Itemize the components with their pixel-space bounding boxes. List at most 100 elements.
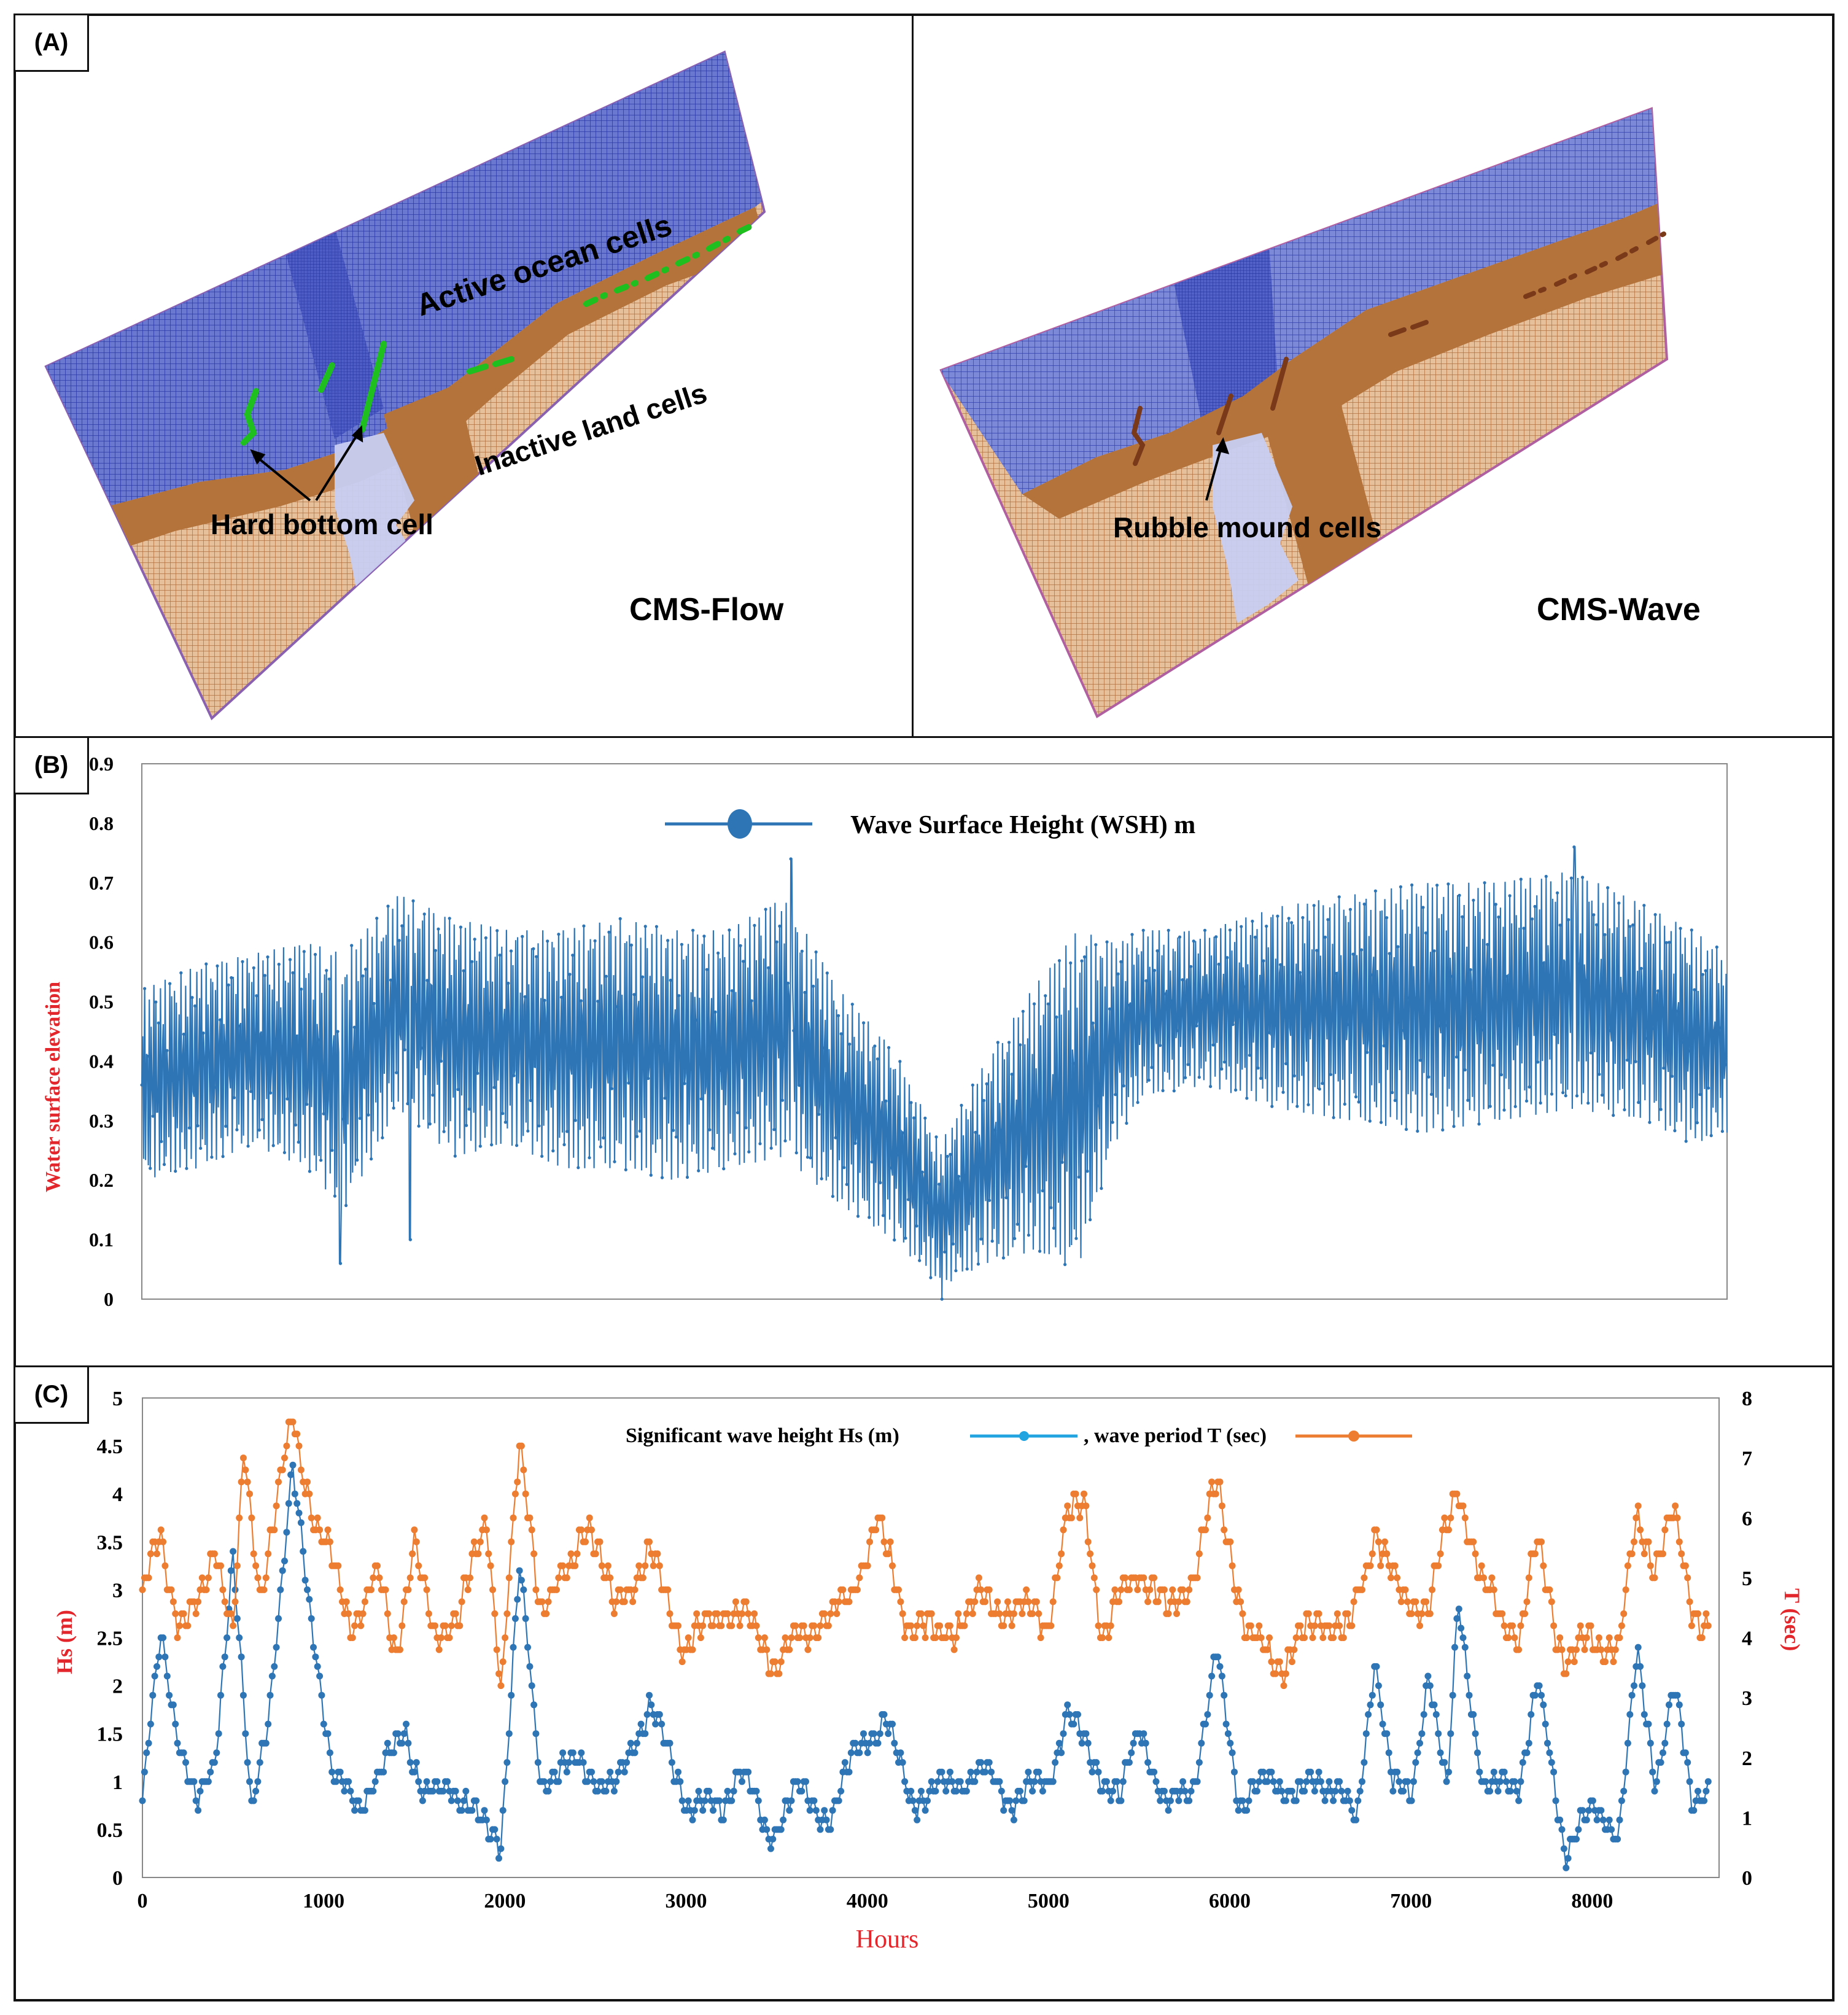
wsh-point [1486,942,1489,946]
wsh-point [199,1146,203,1150]
wsh-point [758,1142,762,1146]
wsh-point [610,1087,614,1090]
wsh-point [739,944,742,947]
t-y-tick: 5 [1742,1567,1752,1590]
wsh-point [915,1224,918,1228]
wsh-point [825,971,829,975]
wsh-point [1074,1237,1078,1240]
wsh-point [190,996,194,1000]
wsh-point [168,982,172,985]
wsh-point [699,1097,703,1101]
wsh-point [1581,875,1585,879]
wsh-point [895,1153,899,1157]
wsh-point [143,987,147,990]
wsh-point [898,1060,902,1063]
wsh-point [422,912,426,916]
wsh-point [1656,989,1660,993]
wsh-point [1147,1078,1151,1082]
wsh-point [255,994,258,998]
wsh-point [588,1156,591,1160]
wsh-point [381,1136,384,1140]
wsh-point [433,949,438,952]
wsh-point [1435,883,1439,887]
wsh-point [1097,1104,1100,1108]
wsh-point [408,1238,413,1241]
wsh-point [484,936,488,940]
wsh-point [518,1045,521,1049]
wsh-point [1144,979,1148,983]
wsh-point [492,1085,496,1089]
wsh-point [149,1167,152,1170]
wsh-point [1295,1105,1299,1108]
wsh-point [1192,939,1195,943]
wsh-point [934,1135,938,1139]
wsh-point [1167,928,1170,932]
wsh-point [1673,1129,1677,1133]
wsh-point [957,1174,961,1178]
wsh-point [302,950,306,953]
wsh-point [1589,1051,1593,1055]
wsh-point [1670,1074,1674,1078]
wsh-point [350,944,354,947]
wsh-point [1181,978,1184,982]
wsh-point [1332,1116,1335,1119]
wsh-point [344,1203,348,1208]
wsh-point [1049,1206,1053,1209]
wsh-point [212,1085,217,1089]
wsh-point [577,1166,580,1170]
panel-b-label: (B) [15,738,89,794]
wsh-point [1015,1222,1019,1226]
wsh-point [1592,913,1596,917]
wsh-y-tick: 0.8 [89,812,114,834]
wsh-point [853,1141,857,1145]
wsh-point [219,1018,222,1022]
wsh-point [649,1173,653,1177]
wsh-point [1094,943,1098,947]
wsh-point [1089,1218,1092,1222]
wsh-point [171,1079,174,1082]
wsh-point [1637,1101,1640,1105]
t-y-tick: 3 [1742,1687,1752,1710]
wsh-point [1466,1098,1470,1102]
wsh-point [1189,965,1193,968]
wsh-point [157,1021,160,1025]
wsh-point [498,953,502,957]
panel-a-label: (A) [15,15,89,72]
wsh-point [750,999,753,1003]
wsh-point [1130,933,1134,936]
wsh-point [688,1068,692,1071]
wsh-point [873,1044,877,1048]
wsh-point [1044,994,1047,998]
wsh-point [478,1144,482,1148]
wsh-line [141,846,1728,1300]
wsh-point [1609,1029,1612,1033]
t-y-axis-label: T (sec) [1780,1588,1804,1651]
wsh-point [300,987,303,991]
wsh-point [445,1019,449,1022]
wsh-point [1197,1076,1201,1079]
wsh-point [834,1136,837,1140]
wsh-point [1469,968,1472,972]
wsh-point [697,1169,701,1173]
wsh-point [1664,941,1668,944]
wsh-point [529,1098,532,1103]
hours-x-tick: 6000 [1209,1890,1251,1912]
wsh-point [431,1093,435,1097]
wsh-point [151,1114,155,1118]
wsh-y-tick: 0.2 [89,1169,114,1191]
wsh-point [1200,998,1204,1002]
wsh-point [999,1128,1003,1132]
wsh-point [632,993,636,996]
wsh-point [789,857,793,861]
wsh-point [996,1041,1000,1044]
wsh-point [850,1003,854,1006]
wsh-point [201,1031,205,1035]
wsh-point [837,1014,841,1017]
wsh-point [1256,1066,1260,1070]
wsh-point [893,1238,896,1242]
wsh-point [230,976,233,980]
wsh-point [1536,1060,1540,1064]
wsh-point [842,1166,846,1170]
wsh-point [831,1195,834,1198]
wsh-point [515,1144,519,1147]
